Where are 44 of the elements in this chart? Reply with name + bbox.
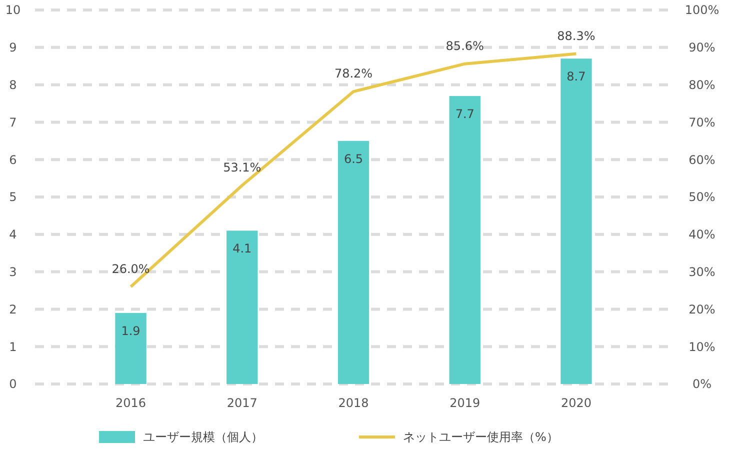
data-label: 6.5 bbox=[344, 152, 364, 166]
y2-tick-label: 20% bbox=[688, 302, 716, 316]
y-tick-label: 5 bbox=[9, 190, 17, 204]
y-tick-label: 6 bbox=[9, 152, 17, 167]
x-tick-label: 2020 bbox=[560, 396, 592, 410]
y2-tick-label: 10% bbox=[688, 340, 716, 354]
data-label: 26.0% bbox=[112, 262, 150, 276]
y-tick-label: 10 bbox=[5, 3, 21, 18]
y2-tick-label: 60% bbox=[688, 152, 716, 167]
y-tick-label: 3 bbox=[9, 265, 17, 279]
legend-label: ユーザー規模（個人） bbox=[143, 430, 263, 444]
y-tick-label: 9 bbox=[9, 40, 17, 55]
y2-tick-label: 80% bbox=[688, 78, 716, 92]
data-label: 88.3% bbox=[557, 28, 596, 43]
bar bbox=[560, 58, 592, 384]
y-tick-label: 2 bbox=[9, 302, 17, 316]
y2-tick-label: 100% bbox=[684, 3, 720, 18]
y2-tick-label: 90% bbox=[688, 40, 716, 55]
bar bbox=[226, 230, 258, 384]
y2-tick-label: 30% bbox=[688, 265, 716, 279]
y2-tick-label: 50% bbox=[688, 190, 716, 204]
y-tick-label: 1 bbox=[9, 340, 17, 354]
y-tick-label: 0 bbox=[9, 377, 17, 392]
x-tick-label: 2017 bbox=[226, 396, 258, 410]
y-tick-label: 8 bbox=[9, 78, 17, 92]
data-label: 53.1% bbox=[223, 160, 262, 174]
y2-tick-label: 70% bbox=[688, 115, 716, 130]
data-label: 4.1 bbox=[232, 242, 252, 256]
bar bbox=[338, 140, 370, 384]
data-label: 7.7 bbox=[455, 107, 474, 122]
data-label: 8.7 bbox=[566, 70, 586, 84]
x-tick-label: 2019 bbox=[450, 396, 480, 410]
x-tick-label: 2018 bbox=[338, 396, 369, 410]
data-label: 85.6% bbox=[446, 38, 484, 53]
data-label: 78.2% bbox=[334, 66, 373, 81]
legend-label: ネットユーザー使用率（%） bbox=[403, 430, 558, 444]
data-label: 1.9 bbox=[121, 324, 140, 338]
y-tick-label: 7 bbox=[9, 115, 17, 130]
bar bbox=[449, 96, 480, 384]
y2-tick-label: 0% bbox=[692, 377, 712, 392]
bar bbox=[115, 312, 146, 384]
x-tick-label: 2016 bbox=[116, 396, 146, 410]
y-tick-label: 4 bbox=[9, 228, 17, 242]
y2-tick-label: 40% bbox=[688, 228, 716, 242]
